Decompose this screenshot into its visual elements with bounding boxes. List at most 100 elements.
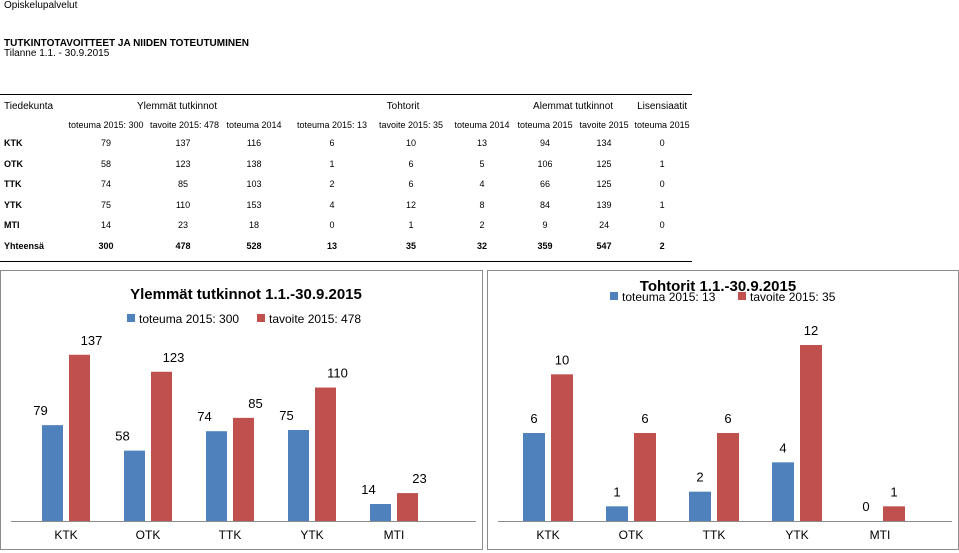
row-label: Yhteensä [4,240,45,251]
bar [206,431,227,521]
bar [233,417,254,521]
row-label: MTI [4,220,20,231]
document-period: Tilanne 1.1. - 30.9.2015 [4,48,110,59]
bar [606,506,628,521]
bar [42,425,63,521]
data-label: 14 [361,482,375,497]
table-cell: 0 [659,179,665,190]
table-cell: 94 [540,138,551,149]
table-cell: 6 [329,138,335,149]
bar [124,450,145,521]
table-cell: 32 [477,240,488,251]
x-tick-label: KTK [54,528,77,542]
table-cell: 85 [177,179,188,190]
legend-label: tavoite 2015: 35 [750,290,836,304]
row-label: TTK [4,179,22,190]
x-tick-label: TTK [703,528,726,542]
table-cell: 0 [659,220,665,231]
bar [800,345,822,521]
data-label: 2 [696,470,703,485]
table-cell: 10 [406,138,417,149]
empty-cell [0,117,62,133]
table-row: MTI 14 23 18 0 1 2 9 24 0 [0,215,692,236]
table-cell: 58 [100,158,111,169]
table-cell: 5 [479,158,485,169]
table-cell: 138 [246,158,262,169]
table-cell: 110 [175,199,191,210]
column-header: toteuma 2015: 13 [297,120,368,130]
table-cell: 75 [100,199,111,210]
table-cell: 137 [175,138,191,149]
legend-label: toteuma 2015: 13 [622,290,716,304]
bar [315,387,336,521]
data-label: 75 [279,408,293,423]
x-tick-label: YTK [300,528,323,542]
table-corner-label: Tiedekunta [4,100,54,112]
table-cell: 18 [249,220,260,231]
data-label: 74 [197,409,211,424]
data-label: 58 [115,429,129,444]
table-row: YTK 75 110 153 4 12 8 84 139 1 [0,195,692,216]
table-cell: 116 [246,138,262,149]
column-header: toteuma 2015: 300 [68,120,144,130]
table-cell: 1 [659,158,665,169]
group-header: Lisensiaatit [637,100,688,112]
data-label: 6 [641,411,648,426]
table-cell: 2 [479,220,485,231]
legend-swatch [738,292,746,300]
table-cell: 66 [540,179,551,190]
table-cell: 4 [479,179,485,190]
group-header: Alemmat tutkinnot [533,100,614,112]
chart-title: Tohtorit 1.1.-30.9.2015 [640,278,796,295]
table-cell: 103 [246,179,262,190]
column-header: tavoite 2015: 478 [150,120,220,130]
table-cell: 0 [329,220,335,231]
bar [523,433,545,521]
table-cell: 35 [406,240,417,251]
bar [69,354,90,521]
table-cell: 2 [329,179,335,190]
data-label: 79 [33,403,47,418]
table-cell: 6 [408,158,414,169]
table-cell: 12 [406,199,417,210]
table-cell: 134 [596,138,612,149]
bar [717,433,739,521]
legend-swatch [610,292,618,300]
table-cell: 300 [98,240,114,251]
table-row: Yhteensä 300 478 528 13 35 32 359 547 2 [0,236,692,257]
table-group-header-row: Tiedekunta Ylemmät tutkinnot Tohtorit Al… [0,95,692,117]
row-label: OTK [4,158,23,169]
chart-title: Ylemmät tutkinnot 1.1.-30.9.2015 [130,286,362,303]
table-cell: 24 [599,220,610,231]
data-label: 85 [248,396,262,411]
column-header: toteuma 2014 [226,120,282,130]
table-cell: 6 [408,179,414,190]
table-cell: 1 [329,158,335,169]
table-cell: 13 [477,138,488,149]
data-label: 110 [327,366,348,381]
table-row: OTK 58 123 138 1 6 5 106 125 1 [0,154,692,175]
table-cell: 84 [540,199,551,210]
table-cell: 9 [542,220,548,231]
group-header: Ylemmät tutkinnot [136,100,218,112]
table-cell: 547 [596,240,612,251]
chart-svg: Ylemmät tutkinnot 1.1.-30.9.2015 toteuma … [11,286,476,542]
data-label: 10 [555,352,569,367]
data-label: 137 [81,333,103,348]
table-cell: 79 [100,138,111,149]
x-tick-label: YTK [785,528,808,542]
row-label: KTK [4,138,23,149]
table-row: TTK 74 85 103 2 6 4 66 125 0 [0,174,692,195]
data-label: 123 [163,350,185,365]
table-cell: 123 [175,158,191,169]
data-label: 1 [890,484,897,499]
table-cell: 478 [175,240,191,251]
legend-swatch [127,314,135,322]
chart-tohtorit: Tohtorit 1.1.-30.9.2015 toteuma 2015: 13 t… [487,270,959,550]
chart-ylemmat-tutkinnot: Ylemmät tutkinnot 1.1.-30.9.2015 toteuma … [0,270,483,550]
bar [883,506,905,521]
table-cell: 23 [177,220,188,231]
data-label: 0 [862,499,869,514]
x-tick-label: TTK [219,528,242,542]
